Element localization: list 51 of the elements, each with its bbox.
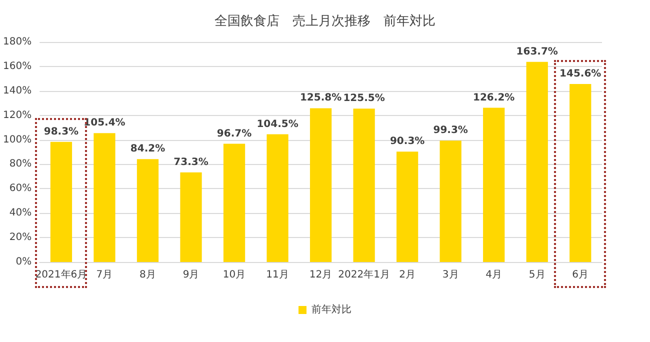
y-tick-label: 100% — [2, 134, 32, 146]
x-tick-label: 8月 — [140, 270, 156, 280]
data-label: 105.4% — [84, 118, 126, 129]
x-tick-label: 2022年1月 — [338, 268, 390, 280]
y-tick-label: 140% — [2, 85, 32, 96]
data-label: 73.3% — [174, 156, 208, 168]
x-tick-label: 2月 — [399, 270, 416, 280]
x-tick-label: 9月 — [182, 270, 200, 280]
data-label: 145.6% — [560, 68, 602, 80]
bar — [136, 159, 159, 262]
data-label: 98.3% — [44, 126, 79, 138]
bar — [94, 133, 116, 262]
bar — [396, 152, 418, 262]
x-tick-label: 7月 — [96, 270, 113, 280]
y-tick-label: 40% — [9, 208, 32, 219]
x-tick-label: 2021年6月 — [35, 268, 88, 280]
y-tick-label: 120% — [2, 110, 32, 121]
bar — [526, 62, 548, 262]
x-tick-label: 5月 — [528, 270, 546, 280]
x-tick-label: 11月 — [266, 270, 289, 280]
bar — [310, 108, 332, 262]
data-label: 104.5% — [256, 118, 298, 130]
data-label: 163.7% — [516, 46, 558, 58]
x-tick-label: 3月 — [442, 270, 459, 280]
chart-title: 全国飲食店 売上月次推移 前年対比 — [214, 13, 436, 29]
bar — [440, 140, 462, 262]
data-label: 126.2% — [473, 92, 515, 104]
data-label: 96.7% — [216, 128, 252, 140]
data-label: 125.8% — [300, 92, 342, 104]
legend-label: 前年対比 — [312, 304, 352, 316]
bar — [483, 108, 505, 262]
x-tick-label: 10月 — [222, 270, 246, 280]
data-label: 99.3% — [433, 125, 468, 136]
y-tick-label: 80% — [9, 158, 32, 170]
bar — [223, 144, 246, 262]
x-tick-label: 6月 — [572, 270, 589, 280]
data-label: 84.2% — [130, 144, 166, 155]
x-tick-label: 4月 — [486, 270, 502, 280]
data-label: 125.5% — [343, 93, 385, 104]
bar — [50, 142, 72, 262]
bar — [266, 134, 288, 262]
data-label: 90.3% — [390, 136, 425, 148]
y-tick-label: 0% — [16, 256, 32, 268]
bar — [570, 84, 592, 262]
bar — [353, 108, 375, 262]
y-tick-label: 160% — [2, 60, 32, 72]
y-tick-label: 180% — [2, 36, 32, 48]
bar — [180, 172, 202, 262]
x-tick-label: 12月 — [309, 270, 332, 280]
y-tick-label: 60% — [9, 183, 32, 194]
y-tick-label: 20% — [9, 232, 32, 244]
